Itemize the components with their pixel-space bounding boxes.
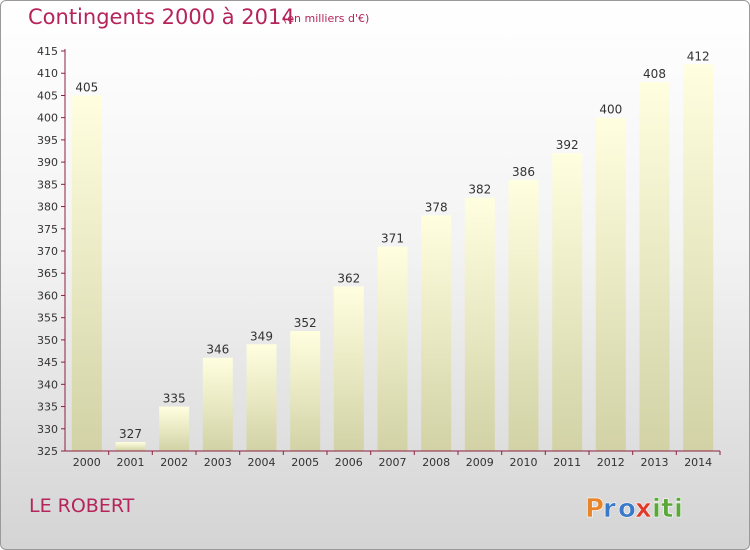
x-tick-label-2001: 2001 [117, 456, 145, 469]
y-tick-label-370: 370 [37, 245, 58, 258]
bar-2005 [290, 331, 321, 451]
y-tick-label-375: 375 [37, 223, 58, 236]
x-tick-label-2006: 2006 [335, 456, 363, 469]
bar-2003 [202, 357, 233, 451]
value-label-2012: 400 [599, 103, 622, 117]
x-tick-label-2000: 2000 [73, 456, 101, 469]
bar-2001 [115, 442, 146, 451]
value-label-2005: 352 [294, 316, 317, 330]
y-tick-label-385: 385 [37, 178, 58, 191]
logo-letter-3: x [635, 494, 652, 524]
bar-2009 [464, 197, 495, 451]
bar-2006 [333, 286, 364, 451]
bar-2004 [246, 344, 277, 451]
bar-2013 [639, 82, 670, 451]
bar-2007 [377, 246, 408, 451]
x-tick-label-2011: 2011 [553, 456, 581, 469]
y-tick-label-410: 410 [37, 67, 58, 80]
value-labels: 405 327 335 346 349 352 362 371 378 382 386 392 400 4… [75, 49, 709, 441]
y-tick-label-405: 405 [37, 89, 58, 102]
logo-letter-1: r [603, 494, 616, 524]
bars-group [71, 64, 714, 452]
value-label-2010: 386 [512, 165, 535, 179]
logo-letter-0: P [585, 494, 604, 524]
value-label-2007: 371 [381, 232, 404, 246]
value-label-2004: 349 [250, 329, 273, 343]
y-tick-label-400: 400 [37, 112, 58, 125]
x-tick-label-2012: 2012 [597, 456, 625, 469]
logo-letter-2: o [618, 494, 636, 524]
y-tick-label-335: 335 [37, 401, 58, 414]
value-label-2008: 378 [425, 200, 448, 214]
logo-letter-6: i [674, 494, 683, 524]
chart-title: Contingents 2000 à 2014 [28, 5, 295, 29]
bar-2011 [552, 153, 583, 451]
proxiti-logo: Pr o x i t i [585, 494, 684, 525]
y-tick-labels: 325 330 335 340 345 350 355 360 365 370 375 380 385 3… [37, 45, 58, 458]
bar-2008 [421, 215, 452, 451]
x-tick-labels: 2000 2001 2002 2003 2004 2005 2006 2007 2008 2009… [73, 456, 712, 469]
y-tick-label-365: 365 [37, 267, 58, 280]
x-tick-label-2013: 2013 [641, 456, 669, 469]
x-tick-label-2008: 2008 [422, 456, 450, 469]
x-tick-label-2005: 2005 [291, 456, 319, 469]
bar-chart: 325 330 335 340 345 350 355 360 365 370 375 380 385 3… [37, 45, 721, 469]
logo-letter-4: i [652, 494, 661, 524]
y-tick-label-325: 325 [37, 445, 58, 458]
y-tick-label-380: 380 [37, 201, 58, 214]
logo-letter-5: t [661, 494, 673, 524]
bar-2014 [683, 64, 714, 452]
value-label-2002: 335 [163, 392, 186, 406]
x-tick-label-2003: 2003 [204, 456, 232, 469]
x-tick-label-2007: 2007 [379, 456, 407, 469]
axes-group [61, 49, 721, 455]
y-tick-label-340: 340 [37, 378, 58, 391]
y-tick-label-345: 345 [37, 356, 58, 369]
value-label-2006: 362 [337, 272, 360, 286]
value-label-2000: 405 [75, 80, 98, 94]
value-label-2011: 392 [556, 138, 579, 152]
y-tick-label-415: 415 [37, 45, 58, 58]
value-label-2001: 327 [119, 427, 142, 441]
x-tick-label-2009: 2009 [466, 456, 494, 469]
bar-2000 [71, 95, 102, 452]
y-tick-label-360: 360 [37, 289, 58, 302]
value-label-2013: 408 [643, 67, 666, 81]
bar-2012 [595, 117, 626, 451]
commune-name: LE ROBERT [29, 495, 135, 517]
chart-subtitle: (en milliers d'€) [283, 12, 370, 25]
value-label-2014: 412 [687, 49, 710, 63]
value-label-2003: 346 [206, 343, 229, 357]
bar-2002 [159, 406, 190, 451]
y-tick-label-330: 330 [37, 423, 58, 436]
y-tick-label-355: 355 [37, 312, 58, 325]
y-tick-label-350: 350 [37, 334, 58, 347]
x-tick-label-2010: 2010 [510, 456, 538, 469]
bar-2010 [508, 179, 539, 451]
x-tick-label-2014: 2014 [684, 456, 712, 469]
x-tick-label-2002: 2002 [160, 456, 188, 469]
value-label-2009: 382 [468, 183, 491, 197]
y-tick-label-390: 390 [37, 156, 58, 169]
x-tick-label-2004: 2004 [248, 456, 276, 469]
y-tick-label-395: 395 [37, 134, 58, 147]
